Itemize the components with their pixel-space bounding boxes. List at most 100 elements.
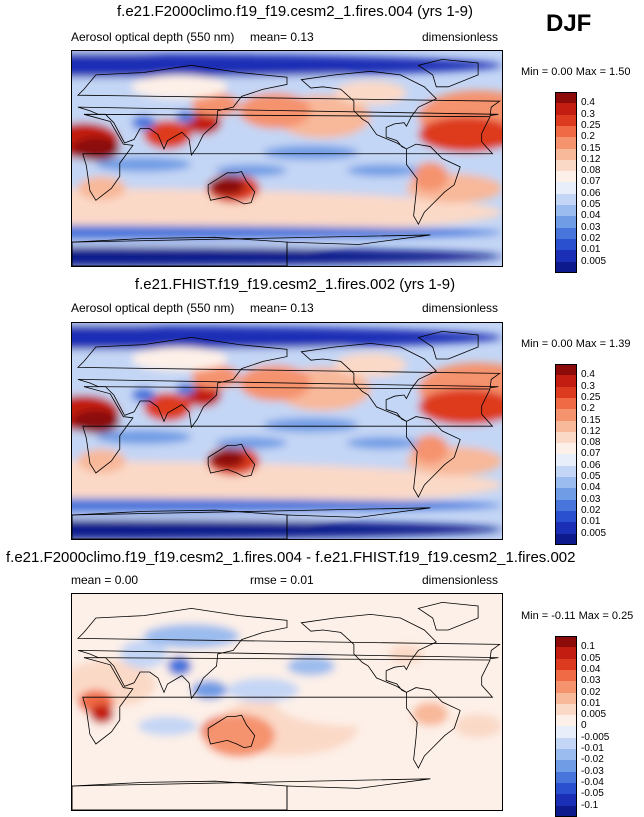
colorbar-swatch xyxy=(555,386,577,399)
colorbar-swatch xyxy=(555,737,577,750)
colorbar-tick-label: 0.06 xyxy=(581,459,601,471)
field-region xyxy=(209,449,246,469)
colorbar-swatch xyxy=(555,636,577,648)
colorbar-swatch xyxy=(555,261,577,274)
colorbar-tick-label: 0.01 xyxy=(581,516,601,528)
colorbar-tick-label: 0.25 xyxy=(581,391,601,403)
field-region xyxy=(137,716,198,736)
colorbar-tick-label: 0.07 xyxy=(581,176,601,188)
colorbar-tick-label: 0.02 xyxy=(581,232,601,244)
colorbar-tick-label: 0.3 xyxy=(581,108,595,120)
field-region xyxy=(72,498,502,513)
coastline xyxy=(417,330,479,360)
coastline xyxy=(82,386,494,474)
colorbar-tick-label: -0.1 xyxy=(581,799,599,811)
panel-2-units: dimensionless xyxy=(422,301,499,315)
panel-2-minmax: Min = 0.00 Max = 1.39 xyxy=(521,338,631,350)
colorbar-tick-label: 0.04 xyxy=(581,210,601,222)
colorbar-tick-label: 0.4 xyxy=(581,97,595,109)
colorbar-tick-label: 0.08 xyxy=(581,437,601,449)
field-region xyxy=(191,92,240,117)
colorbar-tick-label: 0.2 xyxy=(581,403,595,415)
field-region xyxy=(412,162,449,191)
colorbar-tick-label: 0.02 xyxy=(581,504,601,516)
field-region xyxy=(454,714,502,738)
colorbar-tick-label: 0.02 xyxy=(581,686,601,698)
field-region xyxy=(209,176,246,196)
field-region xyxy=(95,157,192,172)
colorbar-swatch xyxy=(555,726,577,739)
field-region xyxy=(175,383,196,395)
season-label: DJF xyxy=(546,10,592,37)
colorbar-swatch xyxy=(555,681,577,693)
colorbar-swatch xyxy=(555,250,577,262)
field-region xyxy=(203,714,276,758)
field-region xyxy=(72,461,502,509)
colorbar-swatch xyxy=(555,465,577,478)
colorbar-tick-label: -0.05 xyxy=(581,788,604,800)
colorbar-swatch xyxy=(555,375,577,388)
coastline xyxy=(406,143,461,226)
colorbar-tick-label: 0.05 xyxy=(581,471,601,482)
colorbar-tick-label: 0.12 xyxy=(581,153,601,165)
panel-3-title: f.e21.F2000climo.f19_f19.cesm2_1.fires.0… xyxy=(6,549,576,566)
colorbar-swatch xyxy=(555,522,577,534)
colorbar-tick-label: 0.04 xyxy=(581,482,601,494)
colorbar-swatch xyxy=(555,443,577,455)
field-region xyxy=(131,74,228,99)
colorbar-swatch xyxy=(555,749,577,761)
colorbar-swatch xyxy=(555,692,577,705)
colorbar-tick-label: 0.25 xyxy=(581,119,601,131)
colorbar-swatch xyxy=(555,159,577,172)
colorbar-swatch xyxy=(555,182,577,195)
colorbar-swatch xyxy=(555,477,577,489)
panel-3-minmax: Min = -0.11 Max = 0.25 xyxy=(521,610,634,622)
coastline xyxy=(406,416,461,498)
field-region xyxy=(72,325,502,350)
field-region xyxy=(72,137,120,161)
panel-1-map-svg xyxy=(72,51,502,266)
colorbar-swatch xyxy=(555,488,577,501)
panel-1-mean: mean= 0.13 xyxy=(250,30,314,44)
field-region xyxy=(227,678,299,702)
colorbar-tick-label: -0.005 xyxy=(581,731,610,743)
colorbar-tick-label: 0.01 xyxy=(581,244,601,256)
colorbar-swatch xyxy=(555,499,577,512)
colorbar-swatch xyxy=(555,125,577,138)
field-region xyxy=(412,434,449,464)
colorbar-tick-label: 0.06 xyxy=(581,187,601,199)
colorbar-tick-label: 0.04 xyxy=(581,663,601,675)
colorbar-tick-label: 0.01 xyxy=(581,697,601,709)
colorbar-swatch xyxy=(555,431,577,444)
colorbar-tick-label: 0.12 xyxy=(581,425,601,437)
field-region xyxy=(275,678,443,726)
colorbar-tick-label: 0.4 xyxy=(581,369,595,381)
colorbar-frame xyxy=(555,364,577,545)
field-region xyxy=(418,389,502,425)
panel-1-field: Aerosol optical depth (550 nm) xyxy=(71,30,235,44)
coastline xyxy=(300,70,437,150)
coastline xyxy=(82,113,494,201)
colorbar-swatch xyxy=(555,409,577,421)
colorbar-swatch xyxy=(555,397,577,410)
colorbar-tick-label: 0.05 xyxy=(581,652,601,664)
colorbar-tick-label: 0.03 xyxy=(581,675,601,687)
colorbar-swatch xyxy=(555,771,577,784)
field-region xyxy=(143,392,192,422)
field-region xyxy=(412,702,449,726)
field-region xyxy=(143,624,240,648)
panel-2-title: f.e21.FHIST.f19_f19.cesm2_1.fires.002 (y… xyxy=(134,276,456,293)
panel-1-title: f.e21.F2000climo.f19_f19.cesm2_1.fires.0… xyxy=(116,3,473,20)
colorbar-tick-label: 0.005 xyxy=(581,709,607,721)
panel-2-map-svg xyxy=(72,323,502,539)
field-region xyxy=(418,116,502,153)
coastline xyxy=(207,443,256,478)
colorbar-tick-label: 0.3 xyxy=(581,380,595,392)
colorbar-swatch xyxy=(555,420,577,433)
colorbar-tick-label: -0.04 xyxy=(581,776,604,788)
panel-3-map-svg xyxy=(72,594,502,810)
colorbar-swatch xyxy=(555,193,577,206)
colorbar-tick-label: 0.15 xyxy=(581,414,601,426)
colorbar-swatch xyxy=(555,114,577,127)
panel-1-units: dimensionless xyxy=(422,30,499,44)
